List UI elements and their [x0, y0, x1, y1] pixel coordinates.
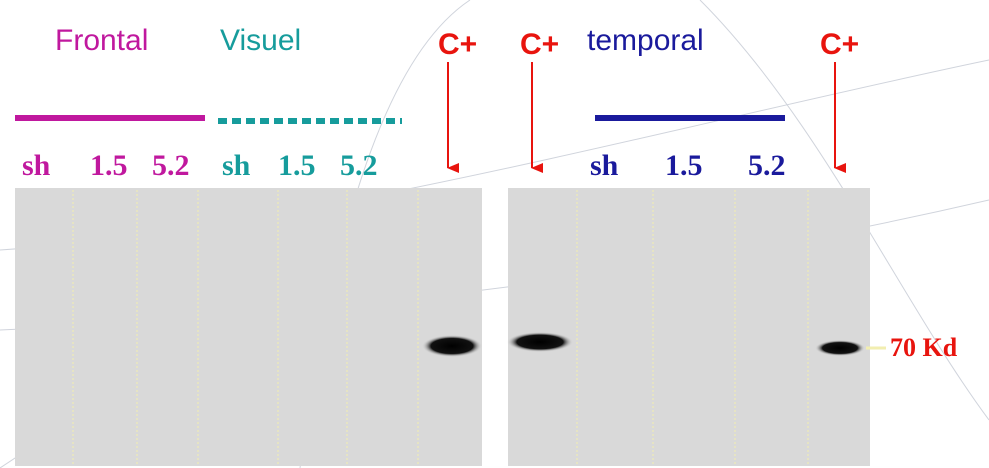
band [507, 332, 573, 352]
blot-right [507, 188, 870, 466]
lane-label: 1.5 [665, 149, 703, 182]
temporal-header: temporal [587, 24, 704, 57]
lane-label: 5.2 [748, 149, 786, 182]
control-label: C+ [820, 28, 859, 61]
frontal-header: Frontal [55, 24, 148, 57]
lane-label: 5.2 [340, 149, 378, 182]
lane-label: 1.5 [90, 149, 128, 182]
band [422, 335, 482, 357]
lane-label: sh [22, 149, 51, 182]
marker-label: 70 Kd [890, 333, 958, 362]
lane-label: sh [222, 149, 251, 182]
lane-label: 5.2 [152, 149, 190, 182]
lane-label: sh [590, 149, 619, 182]
visuel-header: Visuel [220, 24, 301, 57]
lane-label: 1.5 [278, 149, 316, 182]
control-label: C+ [520, 28, 559, 61]
control-label: C+ [438, 28, 477, 61]
blot-left [15, 188, 482, 466]
band [815, 340, 865, 356]
figure: Frontal Visuel temporal C+ C+ C+ sh 1.5 … [0, 0, 989, 468]
